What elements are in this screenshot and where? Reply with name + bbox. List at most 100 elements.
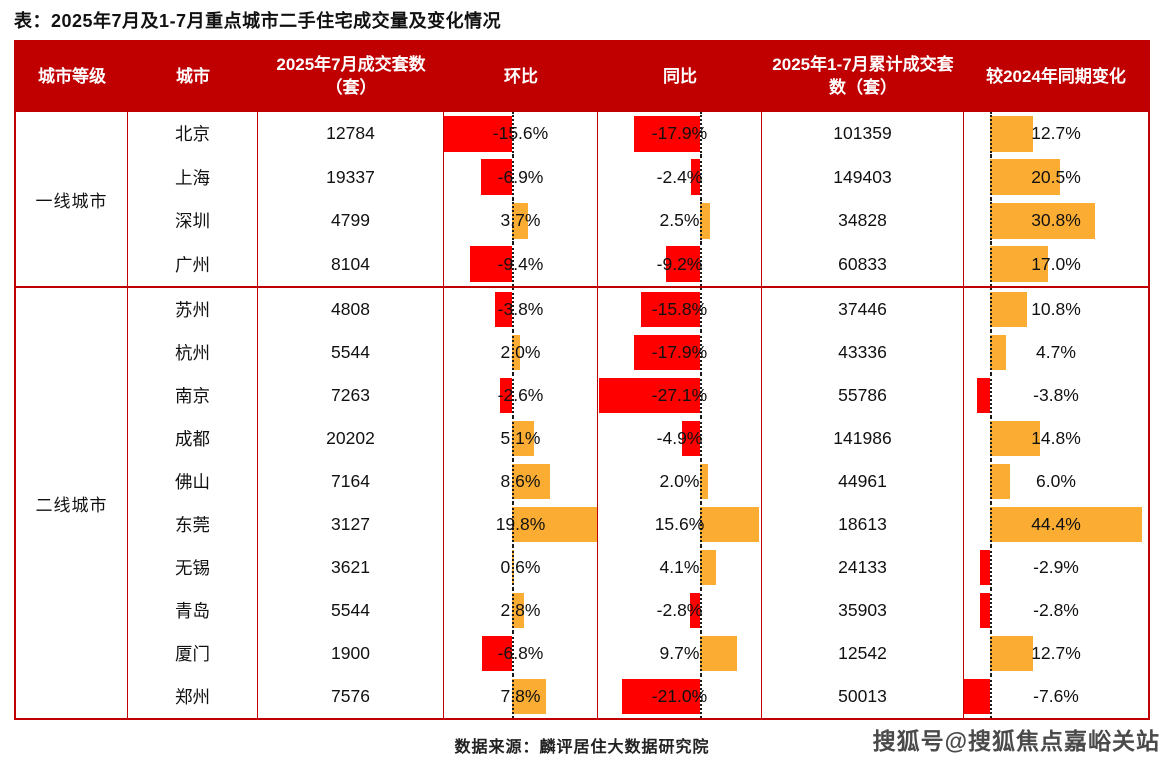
- cumulative-units-value: 55786: [762, 374, 964, 417]
- percent-value: -4.9%: [656, 428, 703, 448]
- table-row: 广州 8104 -9.4% -9.2% 60833 17.0%: [128, 242, 1148, 286]
- cumulative-units-value: 50013: [762, 675, 964, 718]
- percent-value: -7.6%: [1033, 686, 1079, 706]
- zero-baseline: [989, 632, 992, 675]
- table-row: 佛山 7164 8.6% 2.0% 44961 6.0%: [128, 460, 1148, 503]
- percent-value: -6.8%: [497, 643, 544, 663]
- percent-bar: [700, 506, 759, 543]
- yoy-change-cell: 9.7%: [598, 632, 762, 675]
- yoy-change-cell: -17.9%: [598, 112, 762, 156]
- percent-bar: [689, 592, 701, 629]
- percent-bar: [700, 635, 737, 672]
- percent-value: -2.8%: [656, 600, 703, 620]
- jul-units-value: 5544: [258, 589, 444, 632]
- city-name: 广州: [128, 242, 258, 286]
- zero-baseline: [511, 242, 514, 286]
- city-name: 佛山: [128, 460, 258, 503]
- percent-value: 2.8%: [500, 600, 541, 620]
- zero-baseline: [700, 546, 703, 589]
- percent-value: 0.6%: [500, 557, 541, 577]
- percent-bar: [700, 549, 716, 586]
- percent-value: 30.8%: [1031, 210, 1081, 231]
- mom-change-cell: 5.1%: [444, 417, 598, 460]
- percent-value: 8.6%: [500, 471, 541, 491]
- table-row: 南京 7263 -2.6% -27.1% 55786 -3.8%: [128, 374, 1148, 417]
- percent-value: -9.2%: [656, 253, 703, 274]
- column-header-7: 较2024年同期变化: [986, 66, 1126, 86]
- cumulative-units-value: 43336: [762, 331, 964, 374]
- cumulative-units-value: 34828: [762, 199, 964, 243]
- column-header-4: 环比: [504, 66, 538, 86]
- tier-rows: 北京 12784 -15.6% -17.9% 101359 12.7% 上海 19337 -6.…: [128, 112, 1148, 286]
- percent-bar: [989, 463, 1011, 500]
- city-name: 东莞: [128, 503, 258, 546]
- zero-baseline: [989, 199, 992, 243]
- vs2024-change-cell: 20.5%: [964, 155, 1148, 199]
- city-name: 杭州: [128, 331, 258, 374]
- yoy-change-cell: -17.9%: [598, 331, 762, 374]
- zero-baseline: [511, 288, 514, 331]
- zero-baseline: [511, 331, 514, 374]
- zero-baseline: [511, 374, 514, 417]
- tier-group: 二线城市 苏州 4808 -3.8% -15.8% 37446 10.8% 杭州 5544 2.0…: [16, 286, 1148, 718]
- zero-baseline: [511, 546, 514, 589]
- percent-bar: [989, 635, 1034, 672]
- zero-baseline: [700, 632, 703, 675]
- vs2024-change-cell: 44.4%: [964, 503, 1148, 546]
- mom-change-cell: 3.7%: [444, 199, 598, 243]
- zero-baseline: [511, 632, 514, 675]
- percent-value: 7.8%: [500, 686, 541, 706]
- percent-value: 2.0%: [659, 471, 700, 491]
- jul-units-value: 1900: [258, 632, 444, 675]
- yoy-change-cell: -21.0%: [598, 675, 762, 718]
- percent-bar: [633, 115, 701, 152]
- percent-bar: [500, 377, 512, 414]
- zero-baseline: [511, 503, 514, 546]
- zero-baseline: [989, 288, 992, 331]
- table-row: 无锡 3621 0.6% 4.1% 24133 -2.9%: [128, 546, 1148, 589]
- table-row: 杭州 5544 2.0% -17.9% 43336 4.7%: [128, 331, 1148, 374]
- percent-value: 19.8%: [495, 514, 546, 534]
- percent-bar: [481, 635, 512, 672]
- zero-baseline: [700, 675, 703, 718]
- cumulative-units-value: 60833: [762, 242, 964, 286]
- table-row: 东莞 3127 19.8% 15.6% 18613 44.4%: [128, 503, 1148, 546]
- percent-bar: [682, 420, 701, 457]
- zero-baseline: [511, 112, 514, 156]
- table-row: 成都 20202 5.1% -4.9% 141986 14.8%: [128, 417, 1148, 460]
- percent-bar: [511, 592, 524, 629]
- percent-value: 9.7%: [659, 643, 700, 663]
- mom-change-cell: 0.6%: [444, 546, 598, 589]
- percent-value: 14.8%: [1031, 428, 1081, 448]
- city-name: 南京: [128, 374, 258, 417]
- percent-bar: [989, 202, 1096, 239]
- vs2024-change-cell: 17.0%: [964, 242, 1148, 286]
- percent-bar: [481, 159, 512, 196]
- zero-baseline: [700, 155, 703, 199]
- percent-value: -6.9%: [497, 166, 544, 187]
- city-name: 深圳: [128, 199, 258, 243]
- table-row: 青岛 5544 2.8% -2.8% 35903 -2.8%: [128, 589, 1148, 632]
- zero-baseline: [989, 374, 992, 417]
- vs2024-change-cell: -2.9%: [964, 546, 1148, 589]
- table-row: 北京 12784 -15.6% -17.9% 101359 12.7%: [128, 112, 1148, 156]
- mom-change-cell: 7.8%: [444, 675, 598, 718]
- jul-units-value: 7263: [258, 374, 444, 417]
- percent-value: 12.7%: [1031, 643, 1081, 663]
- jul-units-value: 12784: [258, 112, 444, 156]
- zero-baseline: [700, 112, 703, 156]
- mom-change-cell: -9.4%: [444, 242, 598, 286]
- cumulative-units-value: 149403: [762, 155, 964, 199]
- percent-bar: [700, 202, 710, 239]
- cumulative-units-value: 141986: [762, 417, 964, 460]
- mom-change-cell: 2.0%: [444, 331, 598, 374]
- vs2024-change-cell: 14.8%: [964, 417, 1148, 460]
- percent-bar: [989, 506, 1142, 543]
- cumulative-units-value: 35903: [762, 589, 964, 632]
- city-name: 成都: [128, 417, 258, 460]
- vs2024-change-cell: 10.8%: [964, 288, 1148, 331]
- percent-value: 6.0%: [1036, 471, 1076, 491]
- jul-units-value: 4808: [258, 288, 444, 331]
- cumulative-units-value: 101359: [762, 112, 964, 156]
- zero-baseline: [989, 242, 992, 286]
